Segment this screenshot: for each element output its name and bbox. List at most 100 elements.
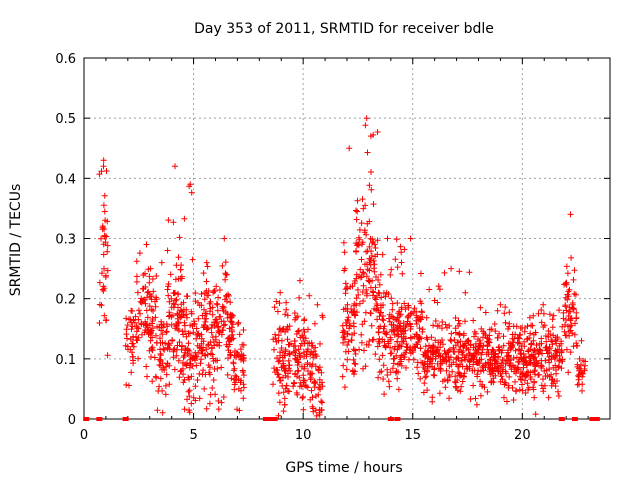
data-point bbox=[149, 378, 156, 385]
data-point bbox=[363, 261, 370, 268]
data-point bbox=[350, 346, 357, 353]
data-point bbox=[130, 343, 137, 350]
data-point bbox=[368, 169, 374, 175]
data-point bbox=[357, 266, 364, 273]
data-point bbox=[375, 374, 382, 381]
data-point bbox=[342, 290, 349, 297]
data-point bbox=[455, 339, 461, 346]
data-point bbox=[222, 321, 229, 328]
data-point bbox=[271, 304, 278, 311]
data-point bbox=[471, 328, 478, 335]
data-point bbox=[458, 357, 465, 364]
data-point bbox=[231, 386, 238, 393]
data-point bbox=[372, 296, 379, 303]
data-point bbox=[231, 381, 238, 388]
data-point bbox=[171, 366, 178, 373]
data-point bbox=[526, 314, 533, 321]
data-point bbox=[184, 314, 190, 321]
data-point bbox=[274, 371, 281, 377]
data-point bbox=[372, 245, 379, 251]
data-point bbox=[570, 276, 577, 283]
data-point bbox=[398, 249, 405, 256]
data-point bbox=[133, 278, 140, 285]
data-point bbox=[483, 351, 490, 358]
data-point bbox=[551, 356, 558, 362]
data-point bbox=[214, 307, 221, 314]
data-point bbox=[382, 343, 389, 350]
data-point bbox=[558, 349, 565, 356]
y-tick-label: 0.4 bbox=[55, 172, 76, 187]
data-point bbox=[359, 289, 366, 295]
data-point bbox=[479, 381, 486, 388]
data-point bbox=[477, 392, 484, 399]
data-point bbox=[362, 122, 369, 129]
data-point bbox=[282, 311, 289, 318]
data-point bbox=[411, 343, 418, 350]
data-point bbox=[208, 345, 215, 352]
data-point bbox=[548, 377, 555, 383]
data-point bbox=[528, 322, 535, 329]
data-point bbox=[423, 350, 429, 357]
data-point bbox=[182, 328, 188, 335]
data-point bbox=[562, 294, 569, 301]
data-point bbox=[355, 291, 362, 298]
data-point bbox=[311, 380, 318, 387]
data-point bbox=[339, 373, 346, 380]
data-point bbox=[183, 333, 190, 340]
data-point bbox=[538, 335, 545, 342]
data-point bbox=[379, 313, 386, 319]
data-point bbox=[566, 308, 572, 315]
data-point bbox=[548, 353, 555, 359]
data-point bbox=[498, 360, 505, 367]
data-point bbox=[457, 343, 464, 350]
data-point bbox=[477, 378, 484, 385]
data-point bbox=[193, 353, 200, 360]
data-point bbox=[525, 347, 532, 354]
data-point bbox=[284, 336, 291, 343]
y-tick-label: 0.2 bbox=[55, 293, 76, 308]
data-point bbox=[277, 349, 284, 356]
data-point bbox=[172, 276, 179, 283]
data-point bbox=[208, 329, 215, 336]
data-point bbox=[99, 270, 105, 277]
data-point bbox=[308, 387, 315, 394]
data-point bbox=[369, 240, 376, 247]
data-point bbox=[410, 356, 417, 363]
data-point bbox=[306, 292, 313, 299]
data-point bbox=[165, 341, 172, 347]
data-point bbox=[435, 344, 441, 351]
data-point bbox=[295, 328, 301, 335]
data-point bbox=[363, 273, 370, 280]
data-point bbox=[527, 330, 534, 337]
data-point bbox=[449, 368, 456, 375]
data-point bbox=[188, 400, 195, 407]
data-point bbox=[350, 356, 357, 363]
data-point bbox=[212, 357, 219, 364]
data-point bbox=[228, 327, 235, 333]
data-point bbox=[104, 242, 111, 249]
data-point bbox=[162, 382, 169, 389]
zero-point bbox=[267, 417, 274, 421]
data-point bbox=[159, 331, 166, 338]
data-point bbox=[193, 325, 200, 332]
data-point bbox=[216, 339, 223, 346]
data-point bbox=[316, 364, 323, 371]
data-point bbox=[423, 373, 430, 380]
data-point bbox=[386, 383, 393, 390]
data-point bbox=[183, 362, 190, 369]
data-point bbox=[240, 327, 247, 333]
data-point bbox=[496, 330, 503, 337]
data-point bbox=[363, 115, 370, 122]
data-point bbox=[482, 309, 489, 316]
data-point bbox=[100, 202, 107, 209]
data-point bbox=[528, 341, 535, 348]
data-point bbox=[300, 379, 307, 386]
data-point bbox=[565, 369, 572, 376]
data-point bbox=[129, 340, 136, 347]
data-point bbox=[516, 386, 523, 393]
data-point bbox=[198, 331, 205, 338]
data-point bbox=[485, 361, 492, 368]
data-point bbox=[270, 336, 277, 343]
data-point bbox=[195, 349, 202, 356]
data-point bbox=[538, 363, 544, 370]
